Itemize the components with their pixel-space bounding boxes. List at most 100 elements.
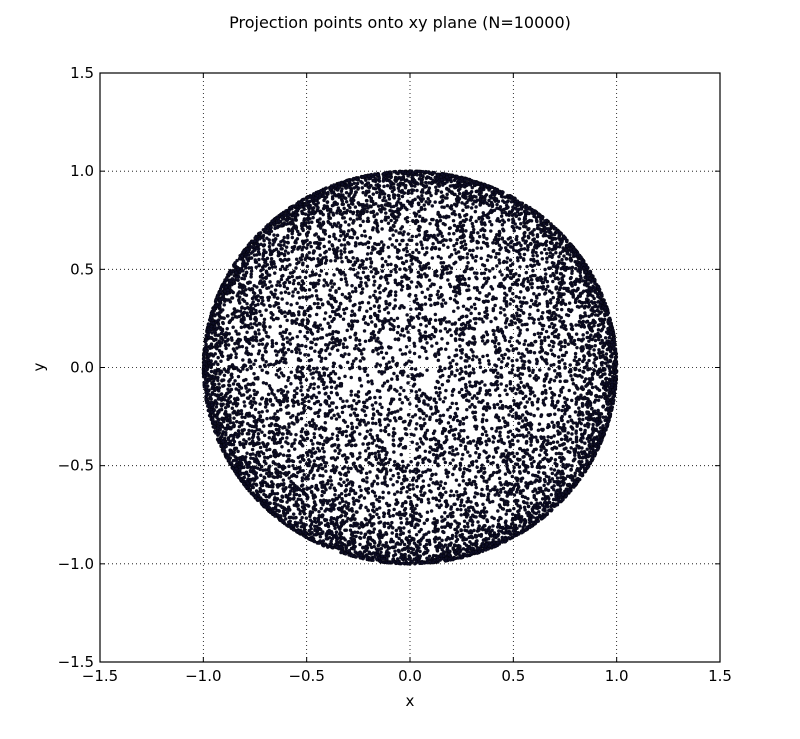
data-point <box>366 430 369 433</box>
data-point <box>563 354 566 357</box>
data-point <box>466 205 469 208</box>
data-point <box>492 333 495 336</box>
data-point <box>258 403 261 406</box>
data-point <box>372 407 375 410</box>
data-point <box>557 255 560 258</box>
data-point <box>522 455 525 458</box>
data-point <box>351 212 354 215</box>
data-point <box>243 277 246 280</box>
data-point <box>532 321 535 324</box>
data-point <box>543 268 546 271</box>
data-point <box>551 400 554 403</box>
data-point <box>236 279 239 282</box>
data-point <box>491 267 494 270</box>
data-point <box>340 278 343 281</box>
data-point <box>367 447 370 450</box>
data-point <box>426 288 429 291</box>
data-point <box>576 269 579 272</box>
data-point <box>552 326 555 329</box>
data-point <box>395 529 398 532</box>
data-point <box>519 290 522 293</box>
data-point <box>460 457 463 460</box>
data-point <box>343 375 346 378</box>
data-point <box>556 476 559 479</box>
data-point <box>488 292 491 295</box>
data-point <box>386 380 389 383</box>
data-point <box>365 476 368 479</box>
data-point <box>523 386 526 389</box>
data-point <box>558 394 561 397</box>
data-point <box>486 402 489 405</box>
data-point <box>399 491 402 494</box>
data-point <box>406 250 409 253</box>
data-point <box>284 315 287 318</box>
data-point <box>403 475 406 478</box>
data-point <box>457 432 460 435</box>
data-point <box>344 277 347 280</box>
data-point <box>378 500 381 503</box>
data-point <box>569 468 572 471</box>
data-point <box>358 526 361 529</box>
data-point <box>266 409 269 412</box>
data-point <box>413 300 416 303</box>
data-point <box>553 413 556 416</box>
data-point <box>526 448 529 451</box>
data-point <box>370 260 373 263</box>
data-point <box>500 354 503 357</box>
data-point <box>360 234 363 237</box>
data-point <box>283 253 286 256</box>
data-point <box>334 313 337 316</box>
data-point <box>482 413 485 416</box>
data-point <box>493 276 496 279</box>
data-point <box>282 361 285 364</box>
data-point <box>408 350 411 353</box>
data-point <box>292 496 295 499</box>
data-point <box>288 516 291 519</box>
data-point <box>342 481 345 484</box>
data-point <box>425 414 428 417</box>
data-point <box>333 527 336 530</box>
data-point <box>577 451 580 454</box>
data-point <box>399 348 402 351</box>
data-point <box>537 510 540 513</box>
data-point <box>324 470 327 473</box>
data-point <box>548 344 551 347</box>
data-point <box>307 221 310 224</box>
data-point <box>341 400 344 403</box>
data-point <box>420 394 423 397</box>
data-point <box>460 513 463 516</box>
data-point <box>436 463 439 466</box>
data-point <box>514 321 517 324</box>
data-point <box>377 450 380 453</box>
data-point <box>243 476 246 479</box>
data-point <box>291 464 294 467</box>
data-point <box>251 326 254 329</box>
data-point <box>480 494 483 497</box>
data-point <box>468 464 471 467</box>
data-point <box>258 454 261 457</box>
data-points <box>202 170 618 566</box>
data-point <box>358 339 361 342</box>
data-point <box>281 274 284 277</box>
data-point <box>526 248 529 251</box>
data-point <box>234 356 237 359</box>
data-point <box>442 457 445 460</box>
data-point <box>568 415 571 418</box>
data-point <box>484 195 487 198</box>
data-point <box>454 321 457 324</box>
data-point <box>541 311 544 314</box>
data-point <box>255 336 258 339</box>
data-point <box>410 367 413 370</box>
data-point <box>401 460 404 463</box>
data-point <box>540 448 543 451</box>
data-point <box>282 478 285 481</box>
data-point <box>313 436 316 439</box>
data-point <box>600 395 603 398</box>
data-point <box>279 332 282 335</box>
data-point <box>258 263 261 266</box>
data-point <box>354 290 357 293</box>
data-point <box>374 452 377 455</box>
data-point <box>466 192 469 195</box>
data-point <box>542 436 545 439</box>
data-point <box>351 407 354 410</box>
